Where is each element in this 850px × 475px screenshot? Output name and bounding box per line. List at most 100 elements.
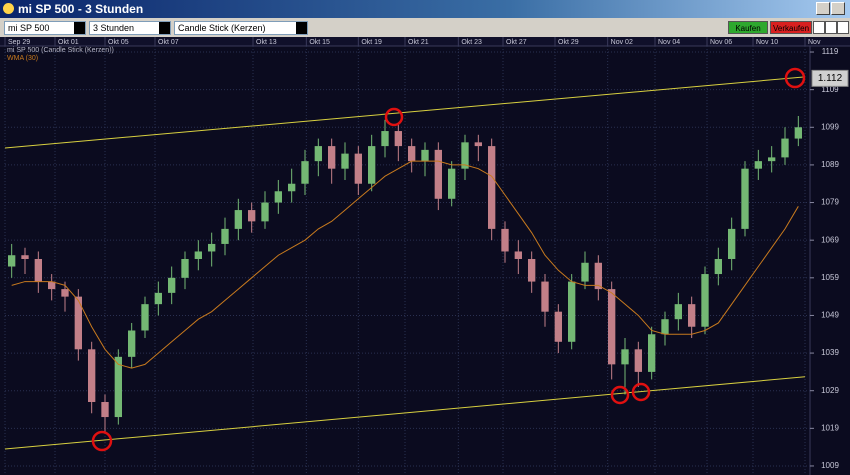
candle-body bbox=[354, 153, 362, 184]
candle-body bbox=[568, 281, 576, 342]
candle-body bbox=[688, 304, 696, 327]
candle-body bbox=[221, 228, 229, 244]
marker-circle bbox=[384, 107, 404, 127]
candle-body bbox=[621, 349, 629, 365]
x-tick-label: Nov 02 bbox=[611, 39, 633, 46]
y-tick-label: 1069 bbox=[821, 235, 839, 244]
candle-body bbox=[754, 161, 762, 169]
symbol-text: mi SP 500 bbox=[8, 23, 50, 33]
candle-body bbox=[634, 349, 642, 372]
candle-body bbox=[701, 274, 709, 327]
candle-body bbox=[21, 255, 29, 259]
candle-body bbox=[114, 356, 122, 418]
candle-body bbox=[794, 127, 802, 139]
candle-body bbox=[648, 334, 656, 372]
x-tick-label: Okt 01 bbox=[58, 39, 79, 46]
x-tick-label: Okt 29 bbox=[558, 39, 579, 46]
marker-circle bbox=[91, 430, 113, 452]
tool-button[interactable] bbox=[825, 21, 837, 34]
sell-button[interactable]: Verkaufen bbox=[770, 21, 812, 34]
dropdown-arrow bbox=[159, 22, 170, 34]
dropdown-arrow bbox=[296, 22, 307, 34]
candle-body bbox=[34, 258, 42, 282]
candle-body bbox=[208, 243, 216, 252]
chart-background bbox=[0, 37, 850, 475]
candle-body bbox=[141, 304, 149, 331]
candle-body bbox=[194, 251, 202, 259]
candle-body bbox=[474, 142, 482, 147]
app-icon bbox=[3, 3, 14, 14]
candle-body bbox=[741, 168, 749, 229]
candle-body bbox=[714, 258, 722, 275]
minimize-button[interactable] bbox=[816, 2, 830, 15]
x-tick-label: Okt 13 bbox=[256, 39, 277, 46]
candle-body bbox=[488, 146, 496, 229]
y-tick-label: 1019 bbox=[821, 423, 839, 432]
candle-body bbox=[48, 281, 56, 290]
window-title: mi SP 500 - 3 Stunden bbox=[18, 2, 144, 16]
x-tick-label: Okt 21 bbox=[408, 39, 429, 46]
candle-body bbox=[88, 349, 96, 402]
y-tick-label: 1079 bbox=[821, 198, 839, 207]
dropdown-arrow bbox=[74, 22, 85, 34]
candle-body bbox=[168, 277, 176, 293]
y-tick-label: 1109 bbox=[821, 85, 839, 94]
candle-body bbox=[381, 131, 389, 147]
candle-body bbox=[328, 146, 336, 169]
candle-body bbox=[288, 183, 296, 192]
candle-body bbox=[181, 258, 189, 278]
close-button[interactable] bbox=[831, 2, 845, 15]
x-tick-label: Sep 29 bbox=[8, 39, 30, 46]
symbol-select[interactable]: mi SP 500 bbox=[4, 21, 86, 35]
toolbar: mi SP 500 3 Stunden Candle Stick (Kerzen… bbox=[0, 18, 850, 37]
y-tick-label: 1059 bbox=[821, 273, 839, 282]
price-marker-box bbox=[811, 69, 849, 87]
candle-body bbox=[234, 210, 242, 229]
x-tick-label: Okt 19 bbox=[361, 39, 382, 46]
interval-select[interactable]: 3 Stunden bbox=[89, 21, 171, 35]
candle-body bbox=[608, 289, 616, 365]
candle-body bbox=[541, 281, 549, 312]
candle-body bbox=[261, 202, 269, 222]
date-axis-band bbox=[0, 37, 850, 46]
candle-body bbox=[781, 138, 789, 158]
candle-body bbox=[408, 146, 416, 162]
annotation-circles bbox=[91, 67, 806, 452]
candle-body bbox=[74, 296, 82, 350]
x-tick-label: Nov 04 bbox=[658, 39, 680, 46]
trend-line bbox=[4, 76, 806, 149]
style-select[interactable]: Candle Stick (Kerzen) bbox=[174, 21, 308, 35]
candle-body bbox=[594, 262, 602, 290]
marker-circle bbox=[631, 382, 651, 402]
y-tick-label: 1039 bbox=[821, 348, 839, 357]
candle-body bbox=[661, 319, 669, 335]
candle-body bbox=[394, 131, 402, 147]
legend-candles: mi SP 500 (Candle Stick (Kerzen)) bbox=[7, 47, 114, 54]
candle-body bbox=[154, 292, 162, 305]
x-tick-label: Okt 15 bbox=[309, 39, 330, 46]
tool-button[interactable] bbox=[837, 21, 849, 34]
interval-text: 3 Stunden bbox=[93, 23, 135, 33]
candle-body bbox=[274, 191, 282, 203]
price-marker-label: 1.112 bbox=[818, 73, 843, 84]
candle-body bbox=[581, 262, 589, 282]
candle-body bbox=[248, 210, 256, 222]
candle-body bbox=[61, 289, 69, 297]
y-tick-label: 1009 bbox=[821, 461, 839, 470]
candle-body bbox=[301, 161, 309, 184]
y-tick-label: 1089 bbox=[821, 160, 839, 169]
candle-body bbox=[434, 149, 442, 199]
buy-button[interactable]: Kaufen bbox=[728, 21, 768, 34]
legend-wma: WMA (30) bbox=[7, 55, 38, 62]
x-tick-label: Nov 10 bbox=[756, 39, 778, 46]
candle-body bbox=[528, 258, 536, 282]
candle-body bbox=[448, 168, 456, 199]
tool-button[interactable] bbox=[813, 21, 825, 34]
x-tick-label: Nov 06 bbox=[710, 39, 732, 46]
y-tick-label: 1029 bbox=[821, 386, 839, 395]
candle-body bbox=[514, 251, 522, 259]
title-bar: mi SP 500 - 3 Stunden bbox=[0, 0, 850, 18]
candle-body bbox=[768, 157, 776, 162]
y-tick-label: 1099 bbox=[821, 122, 839, 131]
